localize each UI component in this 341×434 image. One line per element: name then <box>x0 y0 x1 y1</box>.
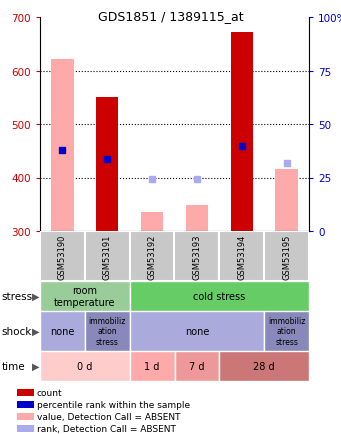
Text: GSM53195: GSM53195 <box>282 234 291 279</box>
Bar <box>231 33 253 231</box>
Text: GDS1851 / 1389115_at: GDS1851 / 1389115_at <box>98 10 243 23</box>
Text: 0 d: 0 d <box>77 361 92 371</box>
Text: ▶: ▶ <box>32 326 40 336</box>
Bar <box>130 311 264 351</box>
Bar <box>40 351 130 381</box>
Bar <box>40 231 85 281</box>
Text: time: time <box>2 361 25 371</box>
Bar <box>141 212 163 231</box>
Text: 28 d: 28 d <box>253 361 275 371</box>
Text: rank, Detection Call = ABSENT: rank, Detection Call = ABSENT <box>37 424 176 433</box>
Bar <box>175 351 219 381</box>
Bar <box>17 389 33 397</box>
Bar <box>17 401 33 408</box>
Text: GSM53190: GSM53190 <box>58 234 67 279</box>
Text: GSM53194: GSM53194 <box>237 234 246 279</box>
Text: 7 d: 7 d <box>189 361 205 371</box>
Text: stress: stress <box>2 291 33 301</box>
Bar <box>219 231 264 281</box>
Bar <box>175 231 219 281</box>
Bar <box>40 311 85 351</box>
Bar <box>276 170 298 231</box>
Bar <box>264 231 309 281</box>
Text: immobiliz
ation
stress: immobiliz ation stress <box>89 316 126 346</box>
Text: percentile rank within the sample: percentile rank within the sample <box>37 400 190 409</box>
Text: count: count <box>37 388 62 398</box>
Text: value, Detection Call = ABSENT: value, Detection Call = ABSENT <box>37 412 180 421</box>
Bar <box>186 206 208 231</box>
Bar <box>130 231 175 281</box>
Bar <box>130 351 175 381</box>
Bar <box>85 231 130 281</box>
Bar <box>51 60 74 231</box>
Text: ▶: ▶ <box>32 361 40 371</box>
Text: none: none <box>50 326 75 336</box>
Bar <box>130 281 309 311</box>
Bar <box>40 281 130 311</box>
Text: ▶: ▶ <box>32 291 40 301</box>
Text: GSM53192: GSM53192 <box>148 234 157 279</box>
Text: shock: shock <box>2 326 32 336</box>
Text: immobiliz
ation
stress: immobiliz ation stress <box>268 316 305 346</box>
Text: cold stress: cold stress <box>193 291 246 301</box>
Text: none: none <box>185 326 209 336</box>
Text: room
temperature: room temperature <box>54 286 116 307</box>
Bar <box>219 351 309 381</box>
Bar <box>264 311 309 351</box>
Bar <box>17 413 33 420</box>
Text: GSM53193: GSM53193 <box>192 234 202 279</box>
Bar <box>96 98 118 231</box>
Bar <box>85 311 130 351</box>
Text: 1 d: 1 d <box>144 361 160 371</box>
Bar <box>17 424 33 432</box>
Text: GSM53191: GSM53191 <box>103 234 112 279</box>
